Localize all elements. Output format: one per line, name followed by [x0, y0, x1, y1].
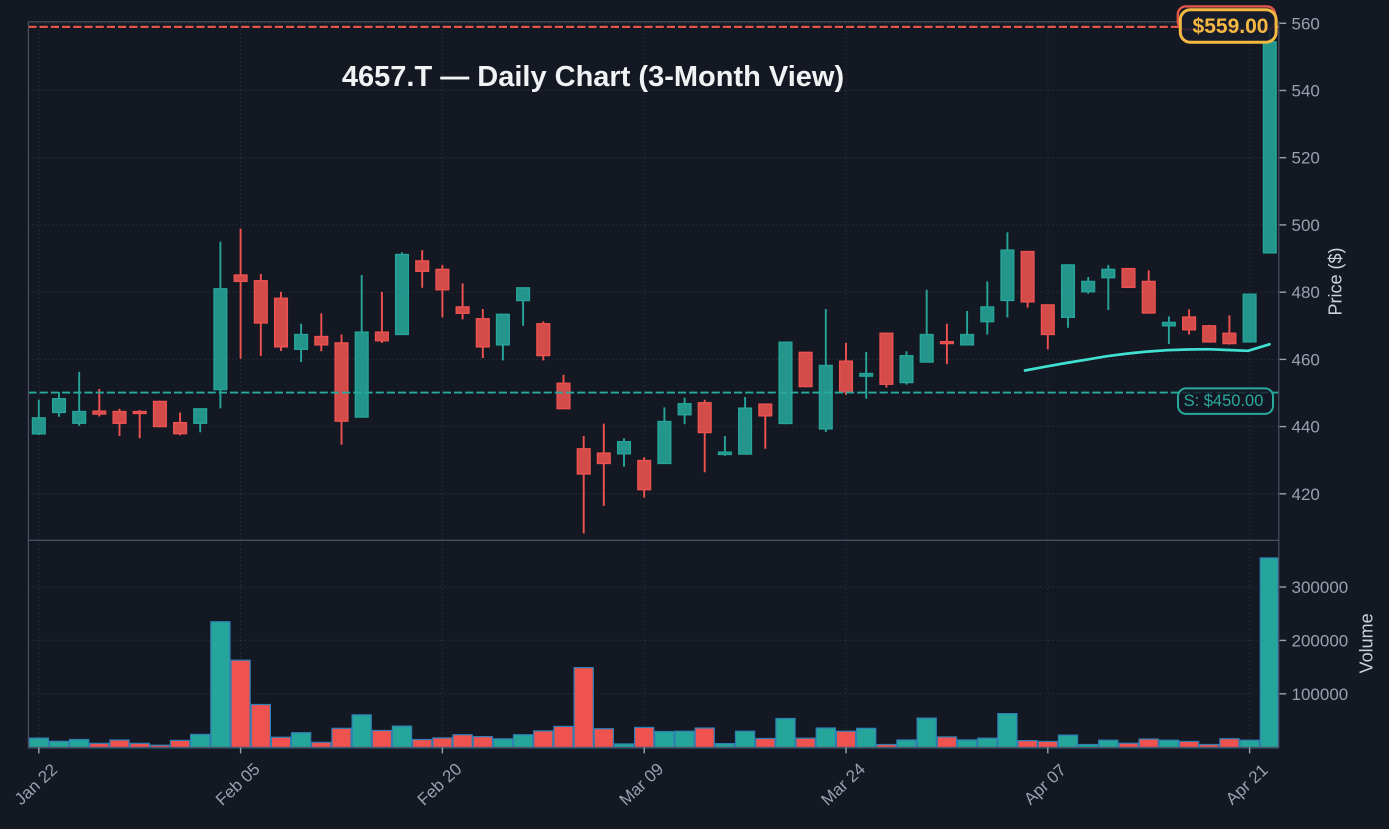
svg-text:440: 440 [1292, 418, 1320, 437]
svg-text:560: 560 [1292, 14, 1320, 33]
svg-text:100000: 100000 [1292, 685, 1349, 704]
svg-text:Price ($): Price ($) [1325, 247, 1345, 315]
svg-text:S: $450.00: S: $450.00 [1184, 392, 1264, 410]
svg-text:300000: 300000 [1292, 578, 1349, 597]
svg-text:Volume: Volume [1357, 613, 1377, 673]
svg-text:540: 540 [1292, 82, 1320, 101]
svg-text:4657.T — Daily Chart (3-Month: 4657.T — Daily Chart (3-Month View) [342, 61, 844, 93]
svg-text:420: 420 [1292, 485, 1320, 504]
svg-text:$559.00: $559.00 [1193, 15, 1269, 38]
svg-text:500: 500 [1292, 216, 1320, 235]
svg-text:520: 520 [1292, 149, 1320, 168]
svg-text:200000: 200000 [1292, 631, 1349, 650]
svg-text:480: 480 [1292, 283, 1320, 302]
svg-text:460: 460 [1292, 350, 1320, 369]
